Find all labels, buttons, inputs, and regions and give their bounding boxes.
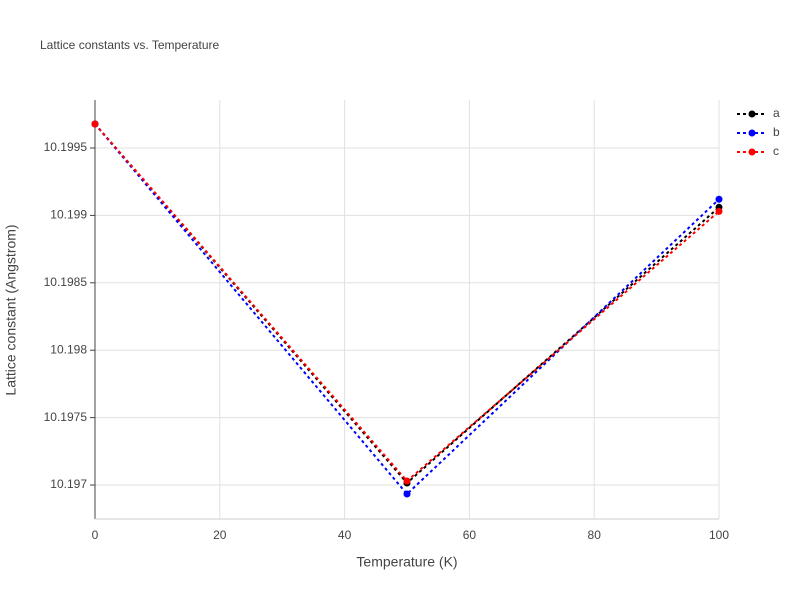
y-tick-label: 10.1985 xyxy=(44,275,88,289)
point xyxy=(403,490,411,498)
legend-marker xyxy=(748,148,756,156)
point xyxy=(403,477,411,485)
y-tick-label: 10.1975 xyxy=(44,410,88,424)
chart-title: Lattice constants vs. Temperature xyxy=(40,38,220,52)
legend-label: a xyxy=(773,106,780,120)
point xyxy=(715,195,723,203)
x-tick-label: 20 xyxy=(213,528,227,542)
x-tick-label: 0 xyxy=(92,528,99,542)
legend-label: b xyxy=(773,125,780,139)
legend-marker xyxy=(748,110,756,118)
y-axis-title: Lattice constant (Angstrom) xyxy=(3,224,19,395)
series-line xyxy=(94,123,720,483)
y-tick-label: 10.197 xyxy=(50,477,87,491)
series-line xyxy=(94,123,720,496)
x-tick-label: 40 xyxy=(338,528,352,542)
point xyxy=(91,120,99,128)
y-tick-label: 10.1995 xyxy=(44,140,88,154)
y-tick-label: 10.198 xyxy=(50,342,87,356)
x-axis-title: Temperature (K) xyxy=(356,554,457,570)
x-tick-label: 100 xyxy=(709,528,729,542)
x-tick-label: 80 xyxy=(588,528,602,542)
x-tick-label: 60 xyxy=(463,528,477,542)
legend-label: c xyxy=(773,144,779,158)
y-tick-label: 10.199 xyxy=(50,208,87,222)
legend-marker xyxy=(748,129,756,137)
point xyxy=(715,207,723,215)
series-line xyxy=(94,123,720,485)
